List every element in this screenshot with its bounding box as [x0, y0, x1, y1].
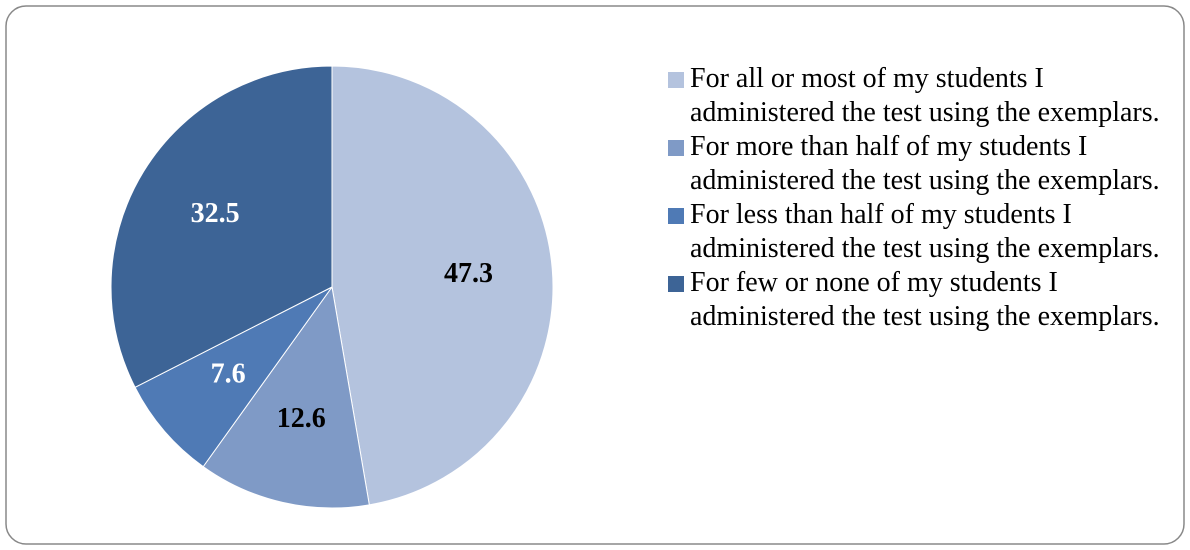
- legend-swatch: [668, 276, 684, 292]
- pie: 47.3 12.6 7.6 32.5: [110, 65, 554, 509]
- data-label: 32.5: [191, 198, 240, 229]
- legend: For all or most of my students I adminis…: [668, 62, 1173, 334]
- pie-slice: [110, 65, 333, 389]
- pie-slice: [202, 285, 370, 509]
- legend-label: For all or most of my students I adminis…: [690, 63, 1160, 128]
- legend-item: For few or none of my students I adminis…: [668, 266, 1173, 334]
- legend-label: For more than half of my students I admi…: [690, 131, 1160, 196]
- legend-item: For more than half of my students I admi…: [668, 130, 1173, 198]
- data-label: 12.6: [277, 403, 326, 434]
- legend-swatch: [668, 208, 684, 224]
- legend-label: For few or none of my students I adminis…: [690, 267, 1160, 332]
- data-label: 7.6: [211, 359, 246, 390]
- legend-label: For less than half of my students I admi…: [690, 199, 1160, 264]
- legend-item: For less than half of my students I admi…: [668, 198, 1173, 266]
- legend-swatch: [668, 140, 684, 156]
- pie-slice: [134, 286, 333, 468]
- pie-slice: [331, 65, 554, 506]
- legend-item: For all or most of my students I adminis…: [668, 62, 1173, 130]
- data-label: 47.3: [444, 258, 493, 289]
- legend-swatch: [668, 72, 684, 88]
